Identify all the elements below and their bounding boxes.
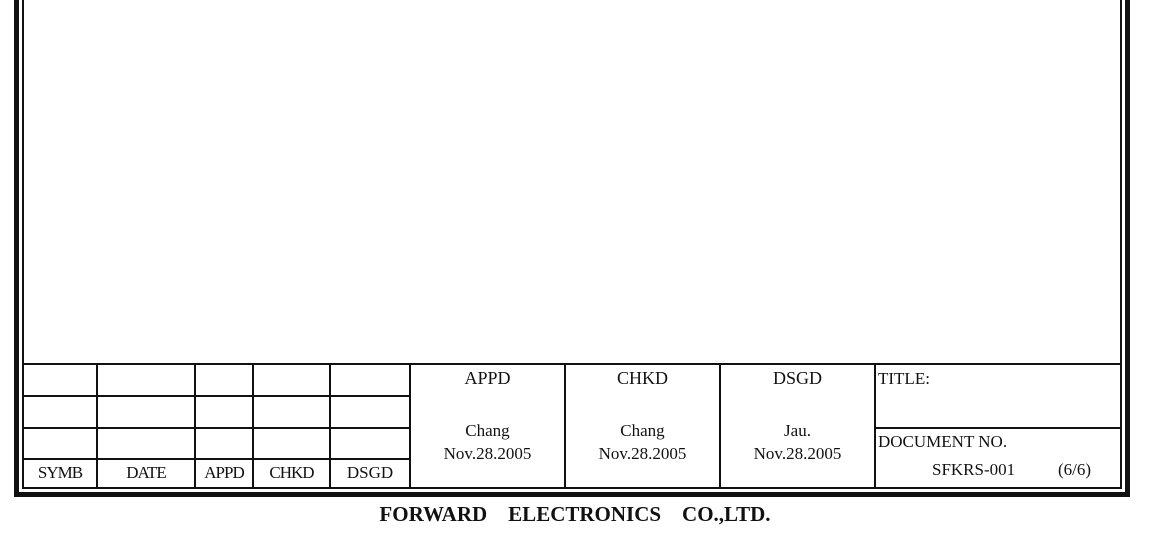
approval-role-dsgd: DSGD (772, 368, 822, 389)
frame-inner-bottom (22, 487, 1122, 489)
rev-header-dsgd: DSGD (346, 463, 394, 483)
company-name: FORWARD ELECTRONICS CO.,LTD. (379, 502, 771, 527)
col-line (194, 363, 196, 489)
col-line (96, 363, 98, 489)
frame-outer-bottom (14, 492, 1130, 497)
approval-name-chkd: Chang (620, 420, 665, 440)
approval-name-dsgd: Jau. (784, 420, 811, 440)
rev-header-chkd: CHKD (269, 463, 314, 483)
rev-row-line (22, 458, 410, 460)
frame-outer-left (14, 0, 19, 497)
frame-inner-left (22, 0, 24, 489)
col-line (874, 363, 876, 489)
col-line (719, 363, 721, 489)
approval-date-dsgd: Nov.28.2005 (753, 443, 842, 463)
rev-row-line (22, 427, 410, 429)
approval-role-chkd: CHKD (616, 368, 668, 389)
document-no: SFKRS-001 (932, 459, 1016, 479)
document-no-label: DOCUMENT NO. (878, 431, 1008, 451)
approval-date-chkd: Nov.28.2005 (598, 443, 687, 463)
rev-header-symb: SYMB (37, 463, 83, 483)
table-top-line (22, 363, 1122, 365)
col-line (409, 363, 411, 489)
frame-outer-right (1125, 0, 1130, 497)
rev-header-appd: APPD (204, 463, 244, 483)
approval-date-appd: Nov.28.2005 (443, 443, 532, 463)
col-line (252, 363, 254, 489)
title-label: TITLE: (878, 368, 930, 388)
rev-row-line (22, 395, 410, 397)
approval-role-appd: APPD (464, 368, 511, 389)
frame-inner-right (1120, 0, 1122, 489)
page-number: (6/6) (1058, 459, 1092, 479)
title-divider (875, 427, 1122, 429)
col-line (329, 363, 331, 489)
col-line (564, 363, 566, 489)
approval-name-appd: Chang (465, 420, 510, 440)
rev-header-date: DATE (126, 463, 166, 483)
